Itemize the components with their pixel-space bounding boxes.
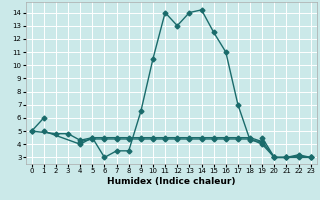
X-axis label: Humidex (Indice chaleur): Humidex (Indice chaleur) bbox=[107, 177, 236, 186]
